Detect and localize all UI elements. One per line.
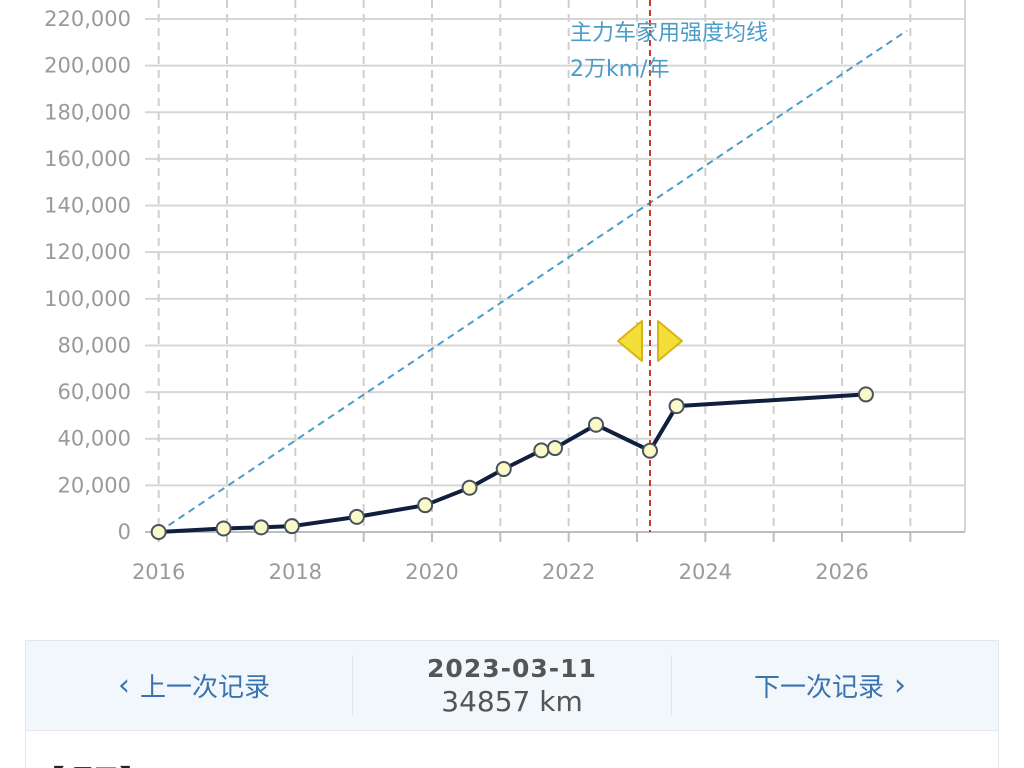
section-title: 【项目】	[36, 759, 148, 768]
y-tick-label: 160,000	[44, 147, 131, 171]
chart-svg: 0 20,000 40,000 60,000 80,000 100,000 120,000 1…	[44, 0, 966, 584]
axis-layer: 0 20,000 40,000 60,000 80,000 100,000 120,000 1…	[44, 7, 965, 584]
series-line	[158, 392, 867, 534]
data-point	[641, 442, 658, 459]
data-point	[668, 398, 685, 415]
reference-line-layer	[158, 29, 908, 533]
x-tick-label: 2020	[405, 560, 458, 584]
y-tick-label: 40,000	[58, 427, 131, 451]
y-tick-label: 80,000	[58, 333, 131, 357]
data-point	[348, 508, 365, 525]
data-point	[857, 386, 874, 403]
y-tick-label: 60,000	[58, 380, 131, 404]
y-tick-label: 0	[118, 520, 131, 544]
next-record-label: 下一次记录	[753, 673, 884, 703]
previous-record-button[interactable]: ‹ 上一次记录	[26, 641, 352, 730]
current-record: 2023-03-11 34857 km	[352, 653, 672, 718]
y-tick-label: 120,000	[44, 240, 131, 264]
data-point	[495, 461, 512, 478]
data-point	[215, 520, 232, 537]
y-tick-label: 100,000	[44, 287, 131, 311]
x-tick-label: 2026	[815, 560, 868, 584]
mileage-chart: 0 20,000 40,000 60,000 80,000 100,000 120,000 1…	[44, 0, 966, 584]
y-tick-label: 200,000	[44, 54, 131, 78]
record-navigation: ‹ 上一次记录 2023-03-11 34857 km 下一次记录 ›	[25, 640, 999, 730]
reference-line	[158, 29, 908, 533]
x-tick-label: 2016	[132, 560, 185, 584]
y-tick-label: 20,000	[58, 473, 131, 497]
y-tick-label: 220,000	[44, 7, 131, 31]
data-point	[150, 524, 167, 540]
reference-line-label-1: 主力车家用强度均线	[570, 21, 768, 46]
details-card: 【项目】	[25, 730, 999, 768]
data-point	[253, 519, 270, 536]
y-tick-label: 140,000	[44, 194, 131, 218]
y-tick-label: 180,000	[44, 100, 131, 124]
data-point	[417, 497, 434, 514]
handle-right-arrow-icon	[656, 320, 683, 362]
grid-layer	[145, 0, 966, 533]
handle-left-arrow-icon	[616, 320, 643, 362]
data-point	[533, 442, 550, 459]
data-point	[283, 518, 300, 535]
x-tick-label: 2022	[542, 560, 595, 584]
chevron-left-icon: ‹	[117, 667, 130, 703]
data-point	[461, 479, 478, 496]
scrub-handle[interactable]	[616, 320, 683, 362]
data-point	[547, 440, 563, 457]
data-point	[588, 416, 604, 433]
series-layer	[150, 386, 874, 540]
previous-record-label: 上一次记录	[139, 673, 270, 703]
record-date: 2023-03-11	[427, 653, 597, 683]
x-tick-label: 2018	[269, 560, 322, 584]
chevron-right-icon: ›	[894, 667, 906, 703]
record-mileage: 34857 km	[441, 684, 583, 718]
x-tick-label: 2024	[679, 560, 732, 584]
reference-line-label-2: 2万km/年	[570, 57, 670, 82]
next-record-button[interactable]: 下一次记录 ›	[672, 641, 998, 730]
